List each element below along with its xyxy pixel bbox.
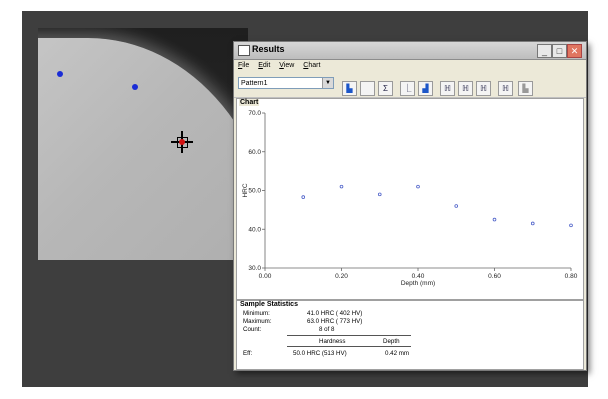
depth-header: Depth [383, 338, 400, 345]
window-icon [238, 45, 250, 56]
minimum-label: Minimum: [243, 310, 270, 317]
x-tick-label: 0.80 [565, 273, 578, 280]
y-tick-label: 60.0 [248, 149, 261, 156]
data-point[interactable] [377, 192, 382, 197]
y-tick-label: 70.0 [248, 110, 261, 117]
data-point[interactable] [301, 195, 306, 199]
title-bar[interactable]: Results _ □ ✕ [234, 42, 586, 60]
data-point[interactable] [454, 204, 459, 208]
x-tick-label: 0.00 [259, 273, 272, 280]
count-label: Count: [243, 326, 262, 333]
chart-disabled-icon: ▙ [518, 81, 533, 96]
maximum-value: 63.0 HRC ( 773 HV) [307, 318, 363, 325]
menu-edit[interactable]: Edit [258, 62, 271, 69]
indent-marker[interactable] [132, 84, 138, 90]
pattern-select-value: Pattern1 [241, 80, 268, 87]
maximum-label: Maximum: [243, 318, 272, 325]
data-point[interactable] [530, 221, 535, 226]
x-tick-label: 0.20 [335, 273, 348, 280]
count-value: 8 of 8 [319, 326, 335, 333]
hrc-table-icon[interactable]: ℍ [476, 81, 491, 96]
chart-panel-label: Chart [239, 99, 260, 106]
indent-marker[interactable] [57, 71, 63, 77]
close-button[interactable]: ✕ [567, 44, 582, 58]
blank-chart-icon[interactable] [360, 81, 375, 96]
toolbar: Pattern1 ▼ ▙ Σ ⎿ ▟ ℍ ℍ ℍ ℍ ▙ [234, 73, 586, 98]
eff-hardness-value: 50.0 HRC (513 HV) [293, 350, 347, 357]
sample-statistics-panel: Sample Statistics Minimum: 41.0 HRC ( 40… [236, 300, 584, 370]
menu-view[interactable]: View [279, 62, 295, 69]
specimen-surface [38, 38, 248, 260]
bar-chart-icon[interactable]: ▙ [342, 81, 357, 96]
minimum-value: 41.0 HRC ( 402 HV) [307, 310, 363, 317]
eff-depth-value: 0.42 mm [385, 350, 410, 357]
data-point[interactable] [569, 223, 573, 228]
x-tick-label: 0.40 [412, 273, 425, 280]
window-title: Results [252, 44, 285, 54]
data-point[interactable] [492, 217, 497, 222]
area-chart-icon[interactable]: ▟ [418, 81, 433, 96]
y-tick-label: 30.0 [248, 265, 261, 272]
y-tick-label: 40.0 [248, 226, 261, 233]
line-chart-icon[interactable]: ⎿ [400, 81, 415, 96]
hardness-chart[interactable]: 70.0 60.0 50.0 40.0 30.00.00 0.20 0.40 0.60 0.80… [237, 99, 583, 299]
crosshair-cursor[interactable] [171, 131, 193, 153]
results-window: Results _ □ ✕ File Edit View Chart Patte… [233, 41, 587, 371]
stats-panel-label: Sample Statistics [239, 301, 299, 308]
pattern-select[interactable]: Pattern1 ▼ [238, 77, 334, 89]
y-axis-label: HRC [242, 183, 249, 197]
y-tick-label: 50.0 [248, 188, 261, 195]
stats-divider [287, 335, 411, 336]
maximize-button[interactable]: □ [552, 44, 567, 58]
sigma-icon[interactable]: Σ [378, 81, 393, 96]
hrc-pattern-icon[interactable]: ℍ [440, 81, 455, 96]
eff-label: Eff: [243, 350, 253, 357]
hrc-export-icon[interactable]: ℍ [498, 81, 513, 96]
hardness-header: Hardness [319, 338, 346, 345]
hrc-sigma-icon[interactable]: ℍ [458, 81, 473, 96]
chart-panel: Chart 70.0 60.0 50.0 40.0 30.0 0.00 0.20 0.40 0.… [236, 98, 584, 300]
x-axis-label: Depth (mm) [401, 280, 435, 287]
minimize-button[interactable]: _ [537, 44, 552, 58]
data-point[interactable] [416, 184, 420, 189]
x-tick-label: 0.60 [488, 273, 501, 280]
menu-chart[interactable]: Chart [303, 62, 321, 69]
chevron-down-icon[interactable]: ▼ [322, 78, 333, 88]
data-point[interactable] [339, 184, 344, 189]
microscope-image[interactable] [38, 28, 248, 260]
menu-file[interactable]: File [238, 62, 250, 69]
stats-divider [287, 346, 411, 347]
menu-bar: File Edit View Chart [234, 60, 586, 72]
